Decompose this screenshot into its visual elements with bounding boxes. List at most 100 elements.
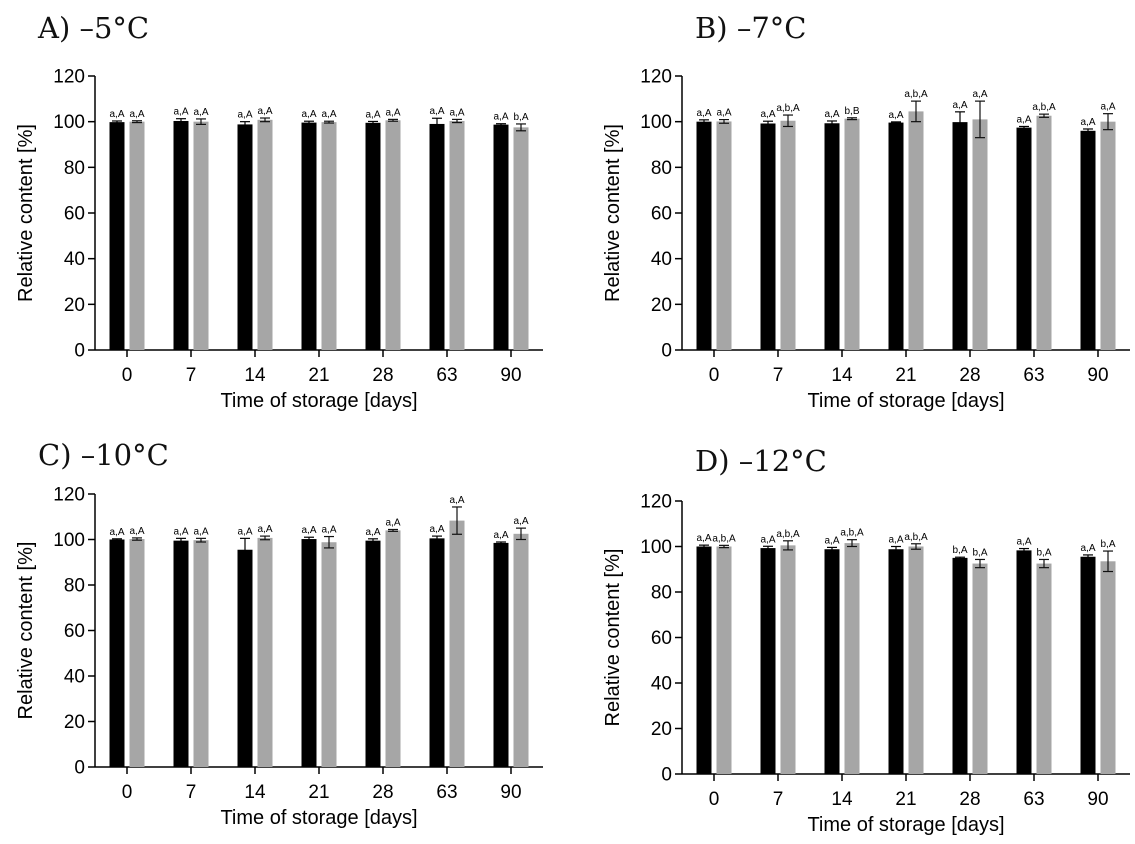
x-tick-label: 90 xyxy=(500,365,521,386)
bar-series2 xyxy=(321,122,337,350)
bar-series2 xyxy=(257,537,273,767)
bar-series1 xyxy=(760,123,776,350)
significance-label: b,A xyxy=(1036,547,1051,558)
chart-panel-b: B) –7°C 0 20 40 60 80 100 120 0 7 14 21 28 63 90 Time o… xyxy=(602,11,1130,412)
bar-series2 xyxy=(449,520,465,767)
significance-label: a,A xyxy=(972,89,987,100)
x-tick-label: 14 xyxy=(244,782,266,803)
y-tick-label: 20 xyxy=(651,295,672,316)
x-tick-label: 90 xyxy=(1087,789,1108,810)
x-axis-label: Time of storage [days] xyxy=(807,814,1004,836)
x-tick-label: 21 xyxy=(895,365,916,386)
chart-panel-a: A) –5°C 0 20 40 60 80 100 120 0 7 14 21 28 63 90 Time o… xyxy=(15,11,543,412)
bar-series1 xyxy=(1080,130,1096,350)
y-tick-label: 60 xyxy=(64,621,85,642)
significance-label: a,b,A xyxy=(776,529,800,540)
significance-label: a,b,A xyxy=(840,528,864,539)
bar-series2 xyxy=(972,119,988,350)
y-tick-label: 0 xyxy=(661,765,672,786)
bar-series1 xyxy=(429,123,445,350)
bar-series1 xyxy=(365,122,381,350)
bar-series1 xyxy=(824,549,840,774)
panel-title: B) –7°C xyxy=(695,11,806,45)
x-tick-label: 7 xyxy=(773,365,784,386)
y-tick-label: 120 xyxy=(640,492,672,513)
x-tick-label: 28 xyxy=(372,365,393,386)
bar-series1 xyxy=(237,549,253,767)
significance-label: a,A xyxy=(193,107,208,118)
bar-series2 xyxy=(780,545,796,774)
significance-label: a,A xyxy=(952,100,967,111)
significance-label: a,A xyxy=(1016,114,1031,125)
bar-series2 xyxy=(844,543,860,774)
x-tick-label: 28 xyxy=(959,789,980,810)
x-tick-label: 21 xyxy=(895,789,916,810)
significance-label: a,A xyxy=(109,527,124,538)
bar-series1 xyxy=(696,546,712,774)
bar-series1 xyxy=(1016,127,1032,350)
bar-series2 xyxy=(1036,563,1052,774)
y-tick-label: 0 xyxy=(74,341,85,362)
y-tick-label: 40 xyxy=(64,667,85,688)
y-axis-label: Relative content [%] xyxy=(602,549,624,727)
bar-series1 xyxy=(301,539,317,767)
x-tick-label: 14 xyxy=(831,365,853,386)
y-tick-label: 80 xyxy=(651,158,672,179)
bar-series1 xyxy=(429,538,445,767)
x-tick-label: 21 xyxy=(308,782,329,803)
x-axis-label: Time of storage [days] xyxy=(807,390,1004,412)
bar-series2 xyxy=(1100,121,1116,351)
bar-series2 xyxy=(129,539,145,767)
x-tick-label: 63 xyxy=(1023,365,1044,386)
bar-series1 xyxy=(365,540,381,767)
significance-label: a,A xyxy=(109,109,124,120)
significance-label: a,b,A xyxy=(776,103,800,114)
y-axis-label: Relative content [%] xyxy=(15,124,37,302)
x-axis-label: Time of storage [days] xyxy=(220,807,417,829)
x-tick-label: 90 xyxy=(500,782,521,803)
bar-series1 xyxy=(888,122,904,350)
bar-series1 xyxy=(952,557,968,774)
x-tick-label: 0 xyxy=(122,365,133,386)
y-tick-label: 40 xyxy=(64,249,85,270)
x-tick-label: 90 xyxy=(1087,365,1108,386)
significance-label: a,A xyxy=(385,517,400,528)
y-axis-label: Relative content [%] xyxy=(602,124,624,302)
y-tick-label: 0 xyxy=(74,758,85,779)
y-tick-label: 100 xyxy=(640,537,672,558)
bar-series2 xyxy=(716,546,732,774)
y-tick-label: 80 xyxy=(64,576,85,597)
significance-label: a,A xyxy=(365,527,380,538)
significance-label: a,A xyxy=(365,109,380,120)
significance-label: a,A xyxy=(493,530,508,541)
significance-label: a,A xyxy=(1016,537,1031,548)
bar-series2 xyxy=(513,127,529,350)
bar-series1 xyxy=(1080,556,1096,774)
significance-label: a,A xyxy=(824,535,839,546)
y-tick-label: 100 xyxy=(53,530,85,551)
bar-series1 xyxy=(493,124,509,350)
panel-title: D) –12°C xyxy=(695,444,827,478)
y-tick-label: 120 xyxy=(53,485,85,506)
x-tick-label: 14 xyxy=(244,365,266,386)
bar-series2 xyxy=(1100,561,1116,774)
significance-label: b,A xyxy=(952,545,967,556)
x-tick-label: 7 xyxy=(773,789,784,810)
significance-label: a,A xyxy=(449,107,464,118)
x-tick-label: 63 xyxy=(436,782,457,803)
significance-label: a,A xyxy=(888,535,903,546)
bar-series2 xyxy=(513,533,529,767)
bar-series1 xyxy=(109,122,125,350)
x-tick-label: 28 xyxy=(959,365,980,386)
bar-series2 xyxy=(908,111,924,351)
bar-series1 xyxy=(1016,550,1032,774)
x-tick-label: 0 xyxy=(709,365,720,386)
significance-label: a,A xyxy=(237,526,252,537)
bar-series2 xyxy=(385,530,401,767)
y-tick-label: 20 xyxy=(651,719,672,740)
significance-label: a,A xyxy=(1080,543,1095,554)
x-tick-label: 7 xyxy=(186,365,197,386)
chart-panel-c: C) –10°C 0 20 40 60 80 100 120 0 7 14 21 28 63 90 Time … xyxy=(15,438,543,829)
bar-series2 xyxy=(716,121,732,351)
